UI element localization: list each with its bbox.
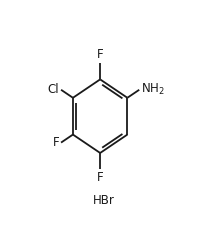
- Text: HBr: HBr: [92, 194, 114, 207]
- Text: F: F: [97, 171, 103, 184]
- Text: Cl: Cl: [47, 83, 59, 96]
- Text: NH$_2$: NH$_2$: [141, 82, 165, 97]
- Text: F: F: [52, 136, 59, 149]
- Text: F: F: [97, 48, 103, 61]
